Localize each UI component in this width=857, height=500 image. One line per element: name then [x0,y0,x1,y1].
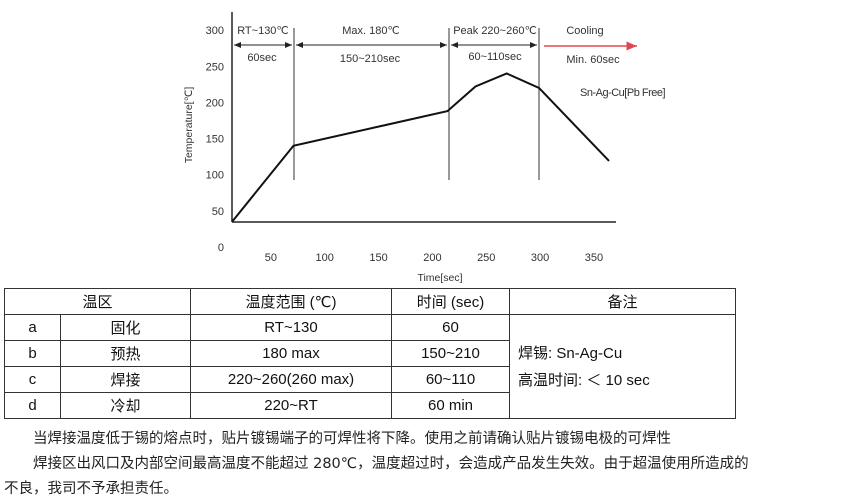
row-zone: 焊接 [60,366,191,393]
row-range: 180 max [190,340,392,367]
row-range: RT~130 [190,314,392,341]
paragraph-solderability: 当焊接温度低于锡的熔点时，贴片镀锡端子的可焊性将下降。使用之前请确认贴片镀锡电极… [4,431,671,447]
row-zone: 预热 [60,340,191,367]
x-tick-label: 350 [585,252,603,264]
row-range: 220~RT [190,392,392,419]
table-row: b 预热 180 max 150~210 [4,340,736,367]
y-tick-label: 200 [206,97,224,109]
zone-duration: 60sec [247,52,277,64]
paragraph-max-temp: 焊接区出风口及内部空间最高温度不能超过 280℃，温度超过时，会造成产品发生失效… [4,456,749,472]
note-solder: 焊锡: Sn-Ag-Cu [518,344,623,362]
zone-duration: Min. 60sec [566,54,620,66]
y-tick-label: 0 [218,242,224,254]
zone-title: Peak 220~260℃ [453,25,537,37]
y-tick-label: 100 [206,170,224,182]
x-tick-label: 300 [531,252,549,264]
row-id: a [4,314,61,341]
series-label: Sn-Ag-Cu[Pb Free] [580,87,665,99]
row-id: d [4,392,61,419]
row-id: c [4,366,61,393]
y-tick-label: 50 [212,206,224,218]
x-tick-label: 100 [316,252,334,264]
table-header-row: 温区 温度范围 (℃) 时间 (sec) 备注 [4,288,736,315]
header-range: 温度范围 (℃) [190,288,392,315]
y-tick-label: 150 [206,134,224,146]
note-high-temp-time: 高温时间: ＜ 10 sec [518,371,650,389]
row-time: 150~210 [391,340,510,367]
zone-title: RT~130℃ [237,25,289,37]
table-row: a 固化 RT~130 60 焊锡: Sn-Ag-Cu 高温时间: ＜ 10 s… [4,314,736,419]
y-tick-label: 300 [206,25,224,37]
zone-duration: 150~210sec [340,53,401,65]
x-tick-label: 250 [477,252,495,264]
y-axis-label: Temperature[℃] [183,87,195,164]
row-time: 60~110 [391,366,510,393]
temperature-curve [231,72,610,223]
row-range: 220~260(260 max) [190,366,392,393]
zone-title: Cooling [566,25,603,37]
zone-title: Max. 180℃ [342,25,400,37]
header-note: 备注 [509,288,736,315]
row-time: 60 [391,314,510,341]
table-row: d 冷却 220~RT 60 min [4,392,736,419]
temperature-zone-table: 温区 温度范围 (℃) 时间 (sec) 备注 a 固化 RT~130 60 焊… [4,288,736,419]
note-cell: 焊锡: Sn-Ag-Cu 高温时间: ＜ 10 sec [509,314,736,419]
header-zone: 温区 [4,288,191,315]
x-tick-label: 200 [423,252,441,264]
row-zone: 固化 [60,314,191,341]
header-time: 时间 (sec) [391,288,510,315]
table-row: c 焊接 220~260(260 max) 60~110 [4,366,736,393]
paragraph-liability: 不良，我司不予承担责任。 [4,481,178,497]
x-tick-label: 150 [369,252,387,264]
zone-duration: 60~110sec [468,51,522,63]
y-tick-label: 250 [206,61,224,73]
row-zone: 冷却 [60,392,191,419]
x-axis-label: Time[sec] [417,272,462,284]
x-tick-label: 50 [265,252,277,264]
row-id: b [4,340,61,367]
row-time: 60 min [391,392,510,419]
